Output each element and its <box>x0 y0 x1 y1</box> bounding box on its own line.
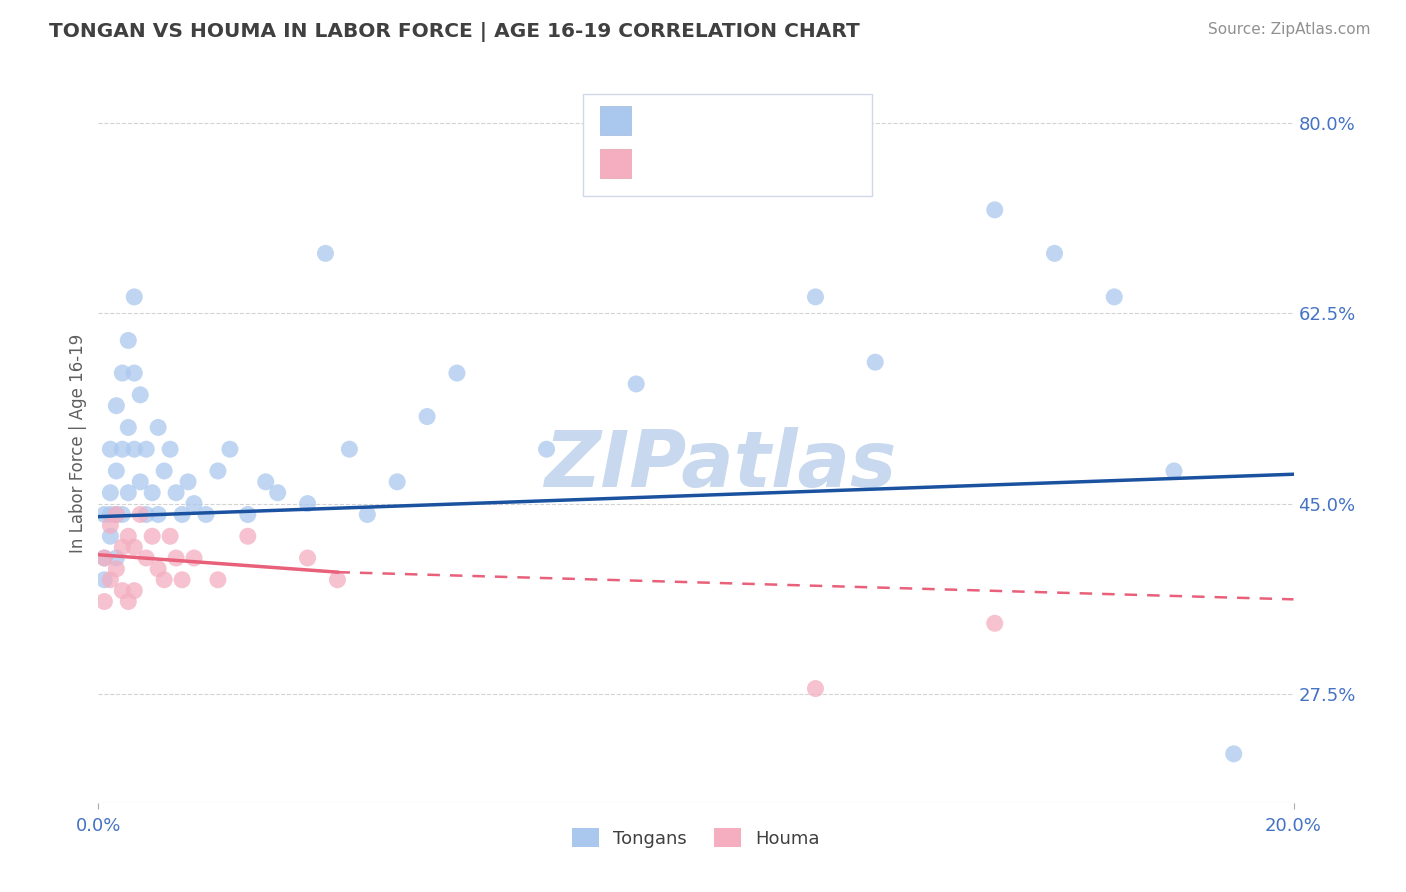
Point <box>135 442 157 457</box>
Point <box>93 508 115 522</box>
Point <box>236 508 259 522</box>
Text: ZIPatlas: ZIPatlas <box>544 427 896 503</box>
Point <box>446 366 468 380</box>
Point <box>111 540 134 554</box>
Point <box>93 594 115 608</box>
Point <box>93 573 115 587</box>
Point <box>172 508 194 522</box>
Text: TONGAN VS HOUMA IN LABOR FORCE | AGE 16-19 CORRELATION CHART: TONGAN VS HOUMA IN LABOR FORCE | AGE 16-… <box>49 22 860 42</box>
Point <box>159 529 181 543</box>
Point <box>865 355 887 369</box>
Point <box>984 616 1007 631</box>
Point <box>117 485 139 500</box>
Point <box>124 442 146 457</box>
Point <box>219 442 242 457</box>
Point <box>117 529 139 543</box>
Point <box>124 540 146 554</box>
Text: R =  0.106   N = 55: R = 0.106 N = 55 <box>645 112 821 129</box>
Y-axis label: In Labor Force | Age 16-19: In Labor Force | Age 16-19 <box>69 334 87 553</box>
Point <box>141 529 163 543</box>
Point <box>117 420 139 434</box>
Point <box>177 475 200 489</box>
Point <box>626 376 648 391</box>
Point <box>339 442 361 457</box>
Point <box>1163 464 1185 478</box>
Point <box>315 246 337 260</box>
Point <box>385 475 409 489</box>
Point <box>297 551 319 566</box>
Point <box>207 573 229 587</box>
Point <box>105 562 128 576</box>
Point <box>165 551 187 566</box>
Text: R = -0.087   N = 27: R = -0.087 N = 27 <box>645 154 823 172</box>
Point <box>172 573 194 587</box>
Point <box>124 290 146 304</box>
Point <box>536 442 558 457</box>
Point <box>1223 747 1246 761</box>
Point <box>148 562 170 576</box>
Point <box>141 485 163 500</box>
Point <box>98 485 122 500</box>
Point <box>153 573 176 587</box>
Point <box>236 529 259 543</box>
Point <box>105 399 128 413</box>
Point <box>148 508 170 522</box>
Point <box>297 497 319 511</box>
Point <box>117 594 139 608</box>
Point <box>129 508 152 522</box>
Legend: Tongans, Houma: Tongans, Houma <box>565 821 827 855</box>
Point <box>135 508 157 522</box>
Point <box>111 583 134 598</box>
Point <box>105 508 128 522</box>
Point <box>984 202 1007 217</box>
Text: Source: ZipAtlas.com: Source: ZipAtlas.com <box>1208 22 1371 37</box>
Point <box>254 475 277 489</box>
Point <box>98 442 122 457</box>
Point <box>93 551 115 566</box>
Point <box>165 485 187 500</box>
Point <box>804 290 827 304</box>
Point <box>153 464 176 478</box>
Point <box>105 464 128 478</box>
Point <box>1043 246 1066 260</box>
Point <box>124 366 146 380</box>
Point <box>183 497 205 511</box>
Point <box>117 334 139 348</box>
Point <box>195 508 218 522</box>
Point <box>135 551 157 566</box>
Point <box>111 442 134 457</box>
Point <box>159 442 181 457</box>
Point <box>105 508 128 522</box>
Point <box>124 583 146 598</box>
Point <box>93 551 115 566</box>
Point <box>1104 290 1126 304</box>
Point <box>129 388 152 402</box>
Point <box>129 475 152 489</box>
Point <box>111 508 134 522</box>
Point <box>804 681 827 696</box>
Point <box>98 518 122 533</box>
Point <box>148 420 170 434</box>
Point <box>98 508 122 522</box>
Point <box>326 573 349 587</box>
Point <box>98 529 122 543</box>
Point <box>111 366 134 380</box>
Point <box>98 573 122 587</box>
Point <box>416 409 439 424</box>
Point <box>105 551 128 566</box>
Point <box>207 464 229 478</box>
Point <box>267 485 290 500</box>
Point <box>183 551 205 566</box>
Point <box>356 508 378 522</box>
